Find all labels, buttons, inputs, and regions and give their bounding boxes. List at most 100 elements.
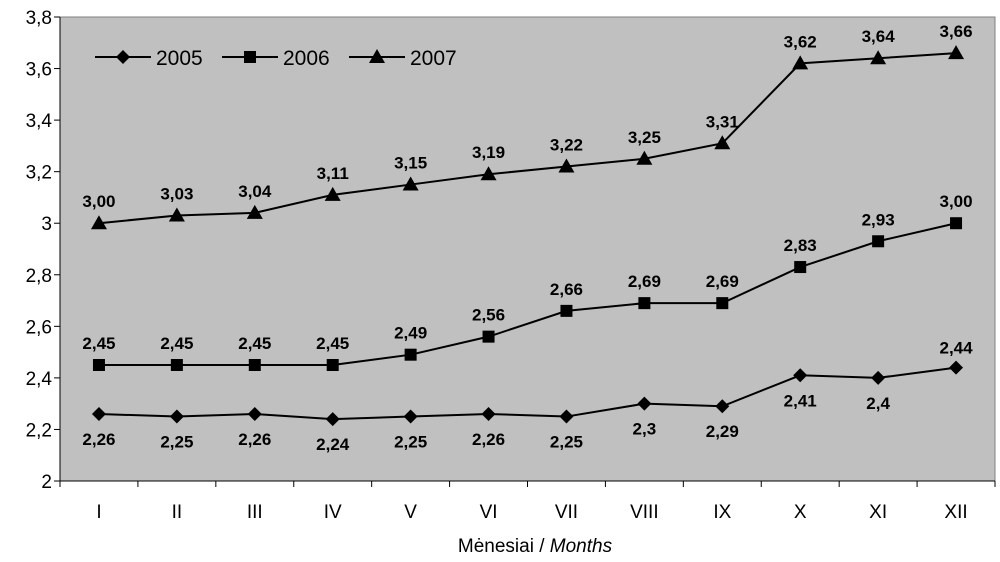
plot-area — [59, 16, 996, 482]
legend-item-2006: 2006 — [222, 47, 330, 70]
legend-label-2006: 2006 — [283, 47, 330, 70]
legend-label-2005: 2005 — [156, 47, 203, 70]
data-point-2005 — [715, 399, 730, 414]
data-point-2005 — [481, 406, 496, 421]
y-tick-label: 2,2 — [26, 420, 52, 441]
data-label-2007: 3,19 — [472, 143, 505, 162]
series-layer: 2,26 2,25 2,26 2,24 2,25 2,26 2,25 2,3 2,29 2,41 2… — [82, 22, 973, 454]
data-label-2007: 3,25 — [628, 128, 661, 147]
data-label-2005: 2,26 — [82, 430, 115, 449]
data-point-2007 — [246, 204, 263, 219]
data-point-2007 — [948, 45, 965, 60]
legend: 2005 2006 2007 — [95, 47, 457, 70]
x-tick-label: I — [96, 502, 101, 523]
y-tick-label: 3 — [41, 214, 52, 235]
legend-item-2005: 2005 — [95, 47, 203, 70]
data-label-2006: 2,69 — [628, 272, 661, 291]
data-point-2005 — [325, 412, 340, 427]
legend-marker-2005 — [116, 50, 130, 64]
data-label-2005: 2,44 — [939, 339, 973, 358]
data-point-2007 — [480, 166, 497, 181]
data-point-2005 — [91, 406, 106, 421]
data-point-2005 — [637, 396, 652, 411]
data-label-2005: 2,26 — [238, 430, 271, 449]
series-line-2006 — [98, 222, 957, 366]
data-label-2007: 3,03 — [160, 184, 193, 203]
data-label-2006: 2,66 — [550, 280, 583, 299]
data-label-2005: 2,29 — [706, 422, 739, 441]
data-label-2007: 3,04 — [238, 182, 272, 201]
data-point-2007 — [870, 50, 887, 65]
data-label-2007: 3,15 — [394, 154, 427, 173]
x-tick-label: X — [794, 502, 807, 523]
data-point-2007 — [558, 158, 575, 173]
data-label-2006: 3,00 — [939, 192, 972, 211]
series-2007: 3,00 3,03 3,04 3,11 3,15 3,19 3,22 3,25 3,31 3,62… — [82, 22, 973, 230]
x-tick-label: VII — [555, 502, 578, 523]
data-label-2007: 3,22 — [550, 136, 583, 155]
data-point-2006 — [326, 359, 339, 371]
data-label-2005: 2,25 — [550, 433, 583, 452]
data-label-2005: 2,3 — [633, 420, 657, 439]
data-point-2006 — [92, 359, 105, 371]
data-point-2006 — [560, 304, 573, 317]
x-axis-title: Mėnesiai / Months — [458, 536, 613, 557]
data-label-2005: 2,41 — [784, 391, 817, 410]
data-point-2006 — [404, 348, 417, 361]
data-point-2005 — [403, 409, 418, 424]
x-tick-label: VI — [480, 502, 498, 523]
x-axis: I II III IV V VI VII VIII IX X XI XII — [59, 480, 996, 523]
y-tick-label: 2,6 — [26, 317, 52, 338]
data-point-2005 — [169, 409, 184, 424]
data-point-2006 — [482, 330, 495, 343]
data-label-2007: 3,62 — [784, 32, 817, 51]
x-tick-label: XII — [944, 502, 967, 523]
data-label-2007: 3,64 — [862, 27, 896, 46]
x-tick-label: VIII — [630, 502, 659, 523]
data-label-2005: 2,25 — [394, 433, 427, 452]
data-label-2006: 2,69 — [706, 272, 739, 291]
y-tick-label: 3,6 — [26, 60, 52, 81]
series-line-2005 — [98, 366, 957, 421]
y-tick-label: 3,2 — [26, 163, 52, 184]
data-point-2006 — [950, 217, 963, 230]
data-point-2005 — [871, 370, 886, 385]
data-point-2005 — [559, 409, 574, 424]
data-label-2005: 2,4 — [866, 394, 890, 413]
legend-marker-2007 — [369, 49, 385, 63]
data-label-2006: 2,45 — [82, 334, 115, 353]
data-label-2007: 3,00 — [82, 192, 115, 211]
y-tick-label: 3,8 — [26, 8, 52, 29]
y-tick-label: 2,8 — [26, 266, 52, 287]
y-tick-label: 2 — [41, 472, 52, 493]
data-label-2006: 2,93 — [862, 210, 895, 229]
x-axis-title-italic: Months — [550, 536, 613, 557]
legend-label-2007: 2007 — [410, 47, 457, 70]
x-tick-label: IV — [324, 502, 342, 523]
data-point-2006 — [872, 235, 885, 248]
data-point-2005 — [247, 406, 262, 421]
data-point-2007 — [324, 186, 341, 201]
data-point-2006 — [638, 297, 651, 310]
data-point-2006 — [248, 359, 261, 371]
data-point-2007 — [168, 207, 185, 222]
data-label-2005: 2,25 — [160, 433, 193, 452]
data-label-2006: 2,45 — [160, 334, 193, 353]
x-tick-label: III — [247, 502, 263, 523]
y-tick-label: 3,4 — [26, 111, 53, 132]
x-tick-label: V — [404, 502, 417, 523]
x-tick-label: II — [172, 502, 183, 523]
data-point-2006 — [170, 359, 183, 371]
data-point-2005 — [949, 360, 964, 375]
data-point-2007 — [714, 135, 731, 150]
data-label-2006: 2,45 — [238, 334, 271, 353]
legend-item-2007: 2007 — [349, 47, 457, 70]
data-label-2007: 3,11 — [317, 164, 349, 183]
data-label-2006: 2,83 — [784, 236, 817, 255]
data-label-2006: 2,45 — [316, 334, 349, 353]
data-point-2007 — [402, 176, 419, 191]
data-point-2005 — [793, 368, 808, 383]
x-tick-label: IX — [713, 502, 731, 523]
data-point-2007 — [792, 55, 809, 70]
